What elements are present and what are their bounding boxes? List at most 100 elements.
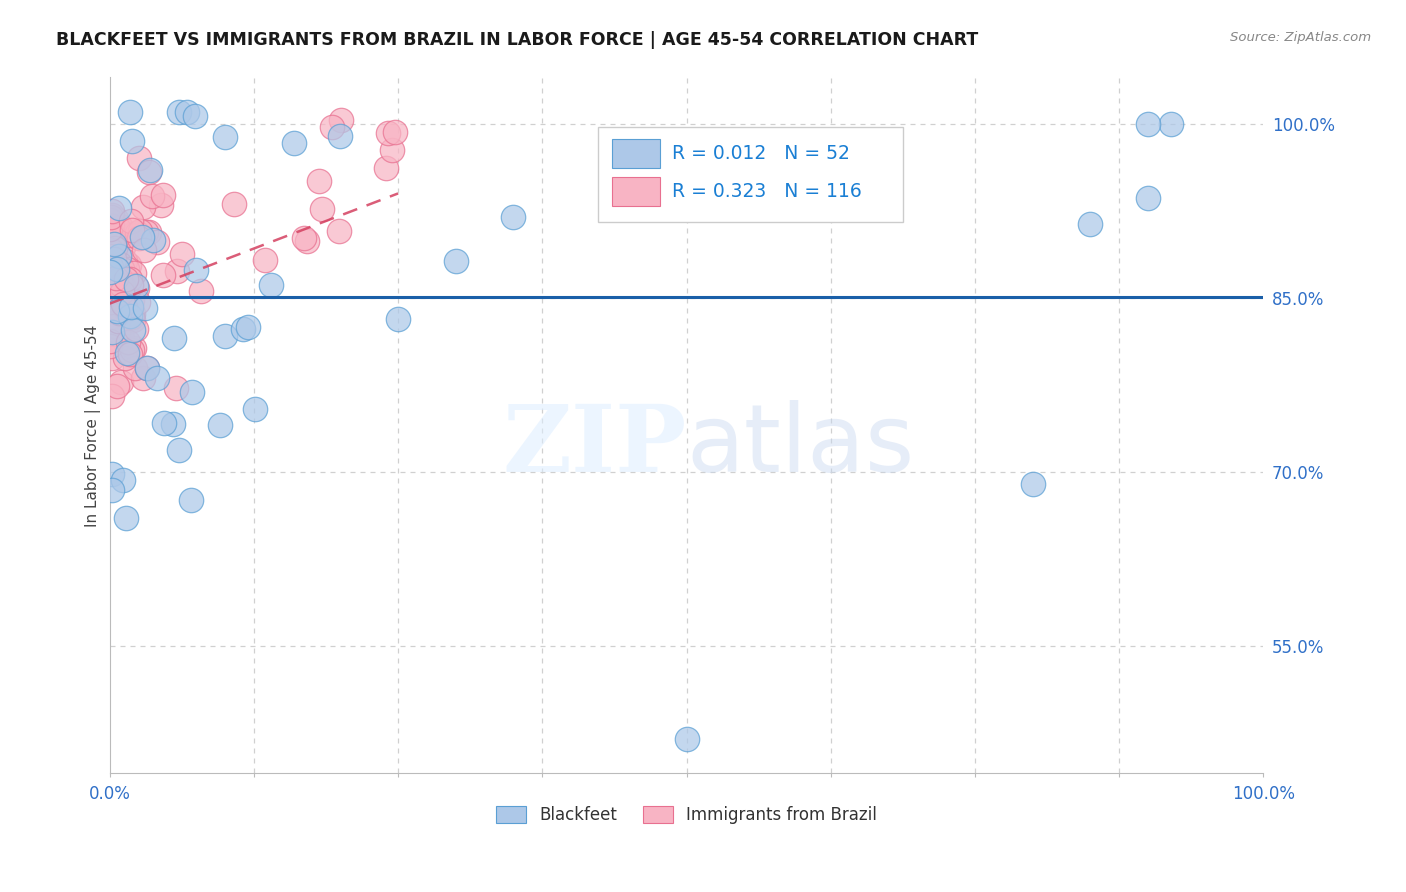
Point <box>142 233 165 247</box>
Point <box>103 287 125 301</box>
Point <box>110 375 132 389</box>
Point <box>183 109 205 123</box>
Point <box>100 207 122 221</box>
Point <box>107 314 129 328</box>
Point <box>675 731 697 746</box>
Point <box>329 113 352 128</box>
Point <box>98 281 121 295</box>
Point <box>120 214 142 228</box>
Point <box>121 310 143 324</box>
Point <box>127 294 149 309</box>
Point <box>214 329 236 343</box>
Point <box>208 418 231 433</box>
Point <box>108 271 131 285</box>
Point <box>328 224 350 238</box>
Point <box>121 223 143 237</box>
Point <box>111 278 134 293</box>
Point <box>101 467 124 481</box>
Point <box>181 384 204 399</box>
Point <box>176 105 198 120</box>
Point <box>101 292 124 306</box>
Point <box>120 271 142 285</box>
Point <box>120 301 142 315</box>
Point <box>1137 191 1160 205</box>
Point <box>103 229 125 244</box>
Point <box>112 297 135 311</box>
Point <box>107 201 129 215</box>
Point <box>118 310 141 324</box>
Point <box>381 143 404 157</box>
Point <box>104 270 127 285</box>
Point <box>114 254 136 268</box>
Point <box>111 331 134 345</box>
Point <box>110 278 132 293</box>
Point <box>138 165 160 179</box>
Point <box>384 125 406 139</box>
Point <box>308 174 330 188</box>
Point <box>104 212 127 227</box>
Point <box>292 231 315 245</box>
Point <box>167 443 190 458</box>
Point <box>120 347 142 361</box>
Point <box>135 360 157 375</box>
Point <box>121 134 143 148</box>
Point <box>120 227 142 242</box>
Point <box>146 235 169 249</box>
Point <box>321 120 343 134</box>
Point <box>104 292 127 306</box>
Point <box>152 188 174 202</box>
Point <box>132 370 155 384</box>
Point <box>122 341 145 355</box>
Point <box>114 300 136 314</box>
Point <box>127 226 149 240</box>
Point <box>121 307 143 321</box>
Point <box>138 162 160 177</box>
Point <box>141 189 163 203</box>
Point <box>377 126 399 140</box>
Point <box>98 334 121 348</box>
Point <box>101 326 124 340</box>
Point <box>100 211 122 225</box>
Point <box>152 268 174 282</box>
Point <box>122 313 145 327</box>
Point <box>162 417 184 432</box>
Point <box>222 196 245 211</box>
Point <box>124 360 146 375</box>
Point <box>236 320 259 334</box>
Point <box>103 269 125 284</box>
Point <box>115 346 138 360</box>
Point <box>128 151 150 165</box>
Point <box>444 253 467 268</box>
Point <box>111 240 134 254</box>
Point <box>128 231 150 245</box>
Point <box>170 247 193 261</box>
Legend: Blackfeet, Immigrants from Brazil: Blackfeet, Immigrants from Brazil <box>496 806 877 824</box>
Point <box>101 268 124 283</box>
Point <box>232 322 254 336</box>
Point <box>105 220 128 235</box>
Point <box>125 279 148 293</box>
Point <box>103 253 125 268</box>
Point <box>103 236 125 251</box>
Point <box>105 379 128 393</box>
Point <box>105 271 128 285</box>
Text: atlas: atlas <box>686 401 915 492</box>
Point <box>254 252 277 267</box>
Point <box>114 351 136 365</box>
Point <box>115 261 138 276</box>
Point <box>98 265 121 279</box>
Point <box>138 225 160 239</box>
Point <box>135 225 157 239</box>
Bar <box>612 177 659 206</box>
Point <box>283 136 305 150</box>
Point <box>100 286 122 301</box>
Point <box>1080 217 1102 231</box>
Point <box>214 130 236 145</box>
Text: R = 0.323   N = 116: R = 0.323 N = 116 <box>672 182 862 201</box>
Point <box>98 339 121 353</box>
Bar <box>612 138 659 168</box>
Point <box>101 351 124 366</box>
Point <box>184 263 207 277</box>
Point <box>98 259 121 273</box>
Point <box>190 284 212 298</box>
